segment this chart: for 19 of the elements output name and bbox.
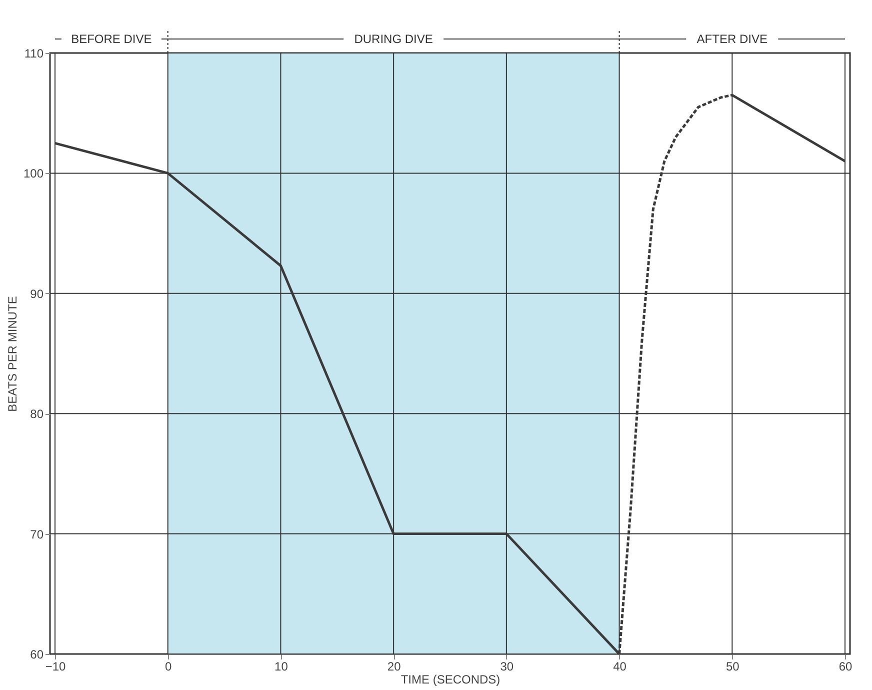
x-tick-label: 40 xyxy=(613,660,627,674)
x-tick-label: 50 xyxy=(726,660,740,674)
y-tick-label: 100 xyxy=(23,166,44,181)
y-axis-title: BEATS PER MINUTE xyxy=(5,296,20,412)
y-tick-label: 80 xyxy=(30,407,44,422)
y-tick-label: 90 xyxy=(30,286,44,301)
x-axis-title: TIME (SECONDS) xyxy=(400,672,500,686)
y-tick-label: 70 xyxy=(30,527,44,542)
text: AFTER DIVE xyxy=(696,32,768,46)
y-tick-label: 110 xyxy=(24,46,44,60)
x-tick-label: 30 xyxy=(500,660,514,674)
x-tick-label: 0 xyxy=(165,660,172,674)
x-tick-label: 20 xyxy=(387,660,402,674)
x-tick-label: 60 xyxy=(838,660,852,674)
band-label: DURING DIVE xyxy=(354,32,433,46)
text: BEFORE DIVE xyxy=(71,32,152,46)
x-tick-label: −10 xyxy=(45,660,66,674)
y-tick-label: 60 xyxy=(30,648,44,662)
x-tick-label: 10 xyxy=(274,660,288,674)
